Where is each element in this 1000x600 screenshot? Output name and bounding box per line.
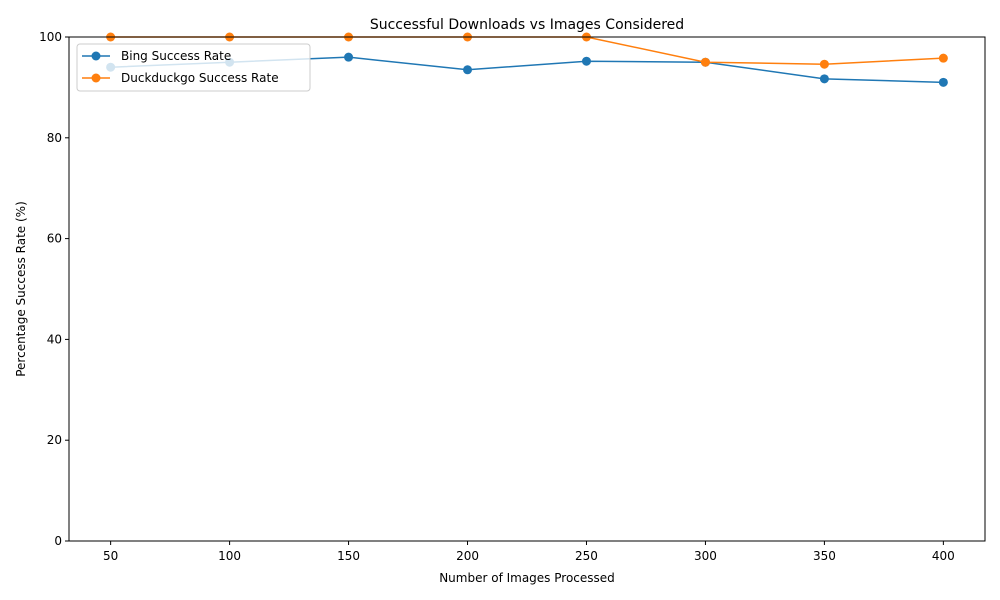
data-point-0-4: [581, 56, 591, 66]
data-point-0-6: [819, 74, 829, 84]
plot-area: [69, 37, 985, 541]
data-point-1-5: [700, 57, 710, 67]
y-tick-label-1: 20: [47, 433, 62, 447]
x-tick-label-0: 50: [103, 549, 118, 563]
y-axis-label: Percentage Success Rate (%): [14, 201, 28, 377]
data-point-0-2: [344, 52, 354, 62]
chart-title: Successful Downloads vs Images Considere…: [370, 17, 684, 33]
legend-box: [76, 43, 311, 92]
legend-marker-0: [91, 51, 101, 61]
data-point-0-7: [938, 77, 948, 87]
x-tick-label-5: 300: [694, 549, 717, 563]
x-axis-label: Number of Images Processed: [439, 571, 615, 585]
x-tick-label-2: 150: [337, 549, 360, 563]
y-tick-label-3: 60: [47, 232, 62, 246]
y-tick-label-0: 0: [54, 534, 62, 548]
x-tick-label-4: 250: [575, 549, 598, 563]
legend-label-0: Bing Success Rate: [121, 49, 231, 63]
x-tick-label-1: 100: [218, 549, 241, 563]
axes-layer: 50 100 150 200 250 300 350 400 0 20 40 60 80 100: [39, 30, 986, 563]
legend: Bing Success Rate Duckduckgo Success Rate: [76, 43, 311, 92]
x-tick-label-6: 350: [813, 549, 836, 563]
data-point-1-7: [938, 53, 948, 63]
y-tick-label-5: 100: [39, 30, 62, 44]
legend-marker-1: [91, 73, 101, 83]
y-tick-label-4: 80: [47, 131, 62, 145]
x-tick-label-7: 400: [932, 549, 955, 563]
data-point-0-3: [463, 65, 473, 75]
legend-label-1: Duckduckgo Success Rate: [121, 71, 279, 85]
data-point-1-6: [819, 59, 829, 69]
x-tick-label-3: 200: [456, 549, 479, 563]
axes-frame: [68, 36, 986, 542]
y-tick-label-2: 40: [47, 332, 62, 346]
